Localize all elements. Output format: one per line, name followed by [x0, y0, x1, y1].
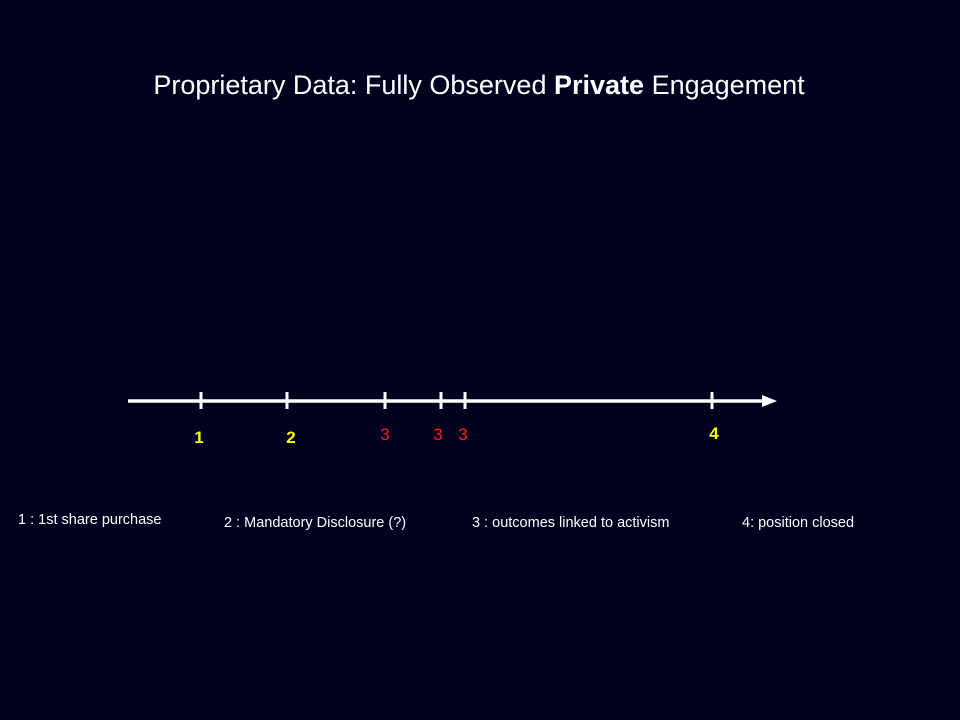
- title-bold: Private: [554, 70, 644, 100]
- timeline-arrow: [762, 395, 777, 407]
- legend-item: 3 : outcomes linked to activism: [472, 515, 669, 531]
- marker-label: 1: [194, 428, 203, 447]
- marker-label: 3: [380, 425, 389, 444]
- slide-title: Proprietary Data: Fully Observed Private…: [153, 70, 805, 100]
- marker-label: 4: [709, 424, 719, 443]
- marker-label: 3: [458, 425, 467, 444]
- marker-label: 3: [433, 425, 442, 444]
- timeline: [128, 392, 777, 409]
- legend-item: 4: position closed: [742, 515, 854, 531]
- title-text: Proprietary Data: Fully Observed: [153, 70, 546, 100]
- legend-item: 2 : Mandatory Disclosure (?): [224, 515, 406, 531]
- marker-label: 2: [286, 428, 295, 447]
- title-text: Engagement: [652, 70, 806, 100]
- legend-item: 1 : 1st share purchase: [18, 512, 161, 528]
